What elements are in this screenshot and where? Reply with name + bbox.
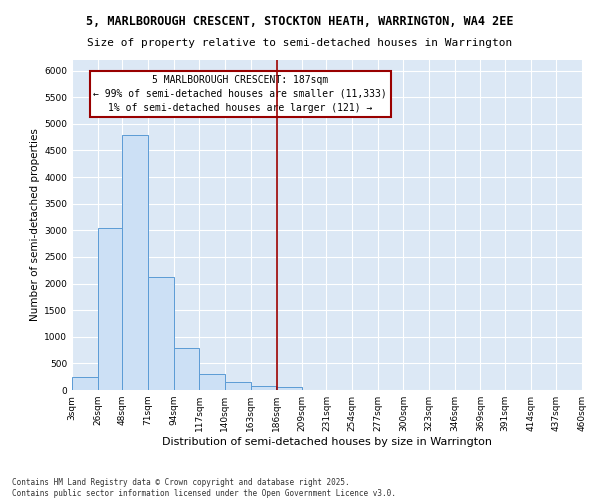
Text: Contains HM Land Registry data © Crown copyright and database right 2025.
Contai: Contains HM Land Registry data © Crown c… xyxy=(12,478,396,498)
Bar xyxy=(276,388,302,390)
Y-axis label: Number of semi-detached properties: Number of semi-detached properties xyxy=(30,128,40,322)
Bar xyxy=(72,376,98,390)
Text: 5 MARLBOROUGH CRESCENT: 187sqm
← 99% of semi-detached houses are smaller (11,333: 5 MARLBOROUGH CRESCENT: 187sqm ← 99% of … xyxy=(94,75,387,113)
Bar xyxy=(122,134,148,390)
Bar xyxy=(173,348,199,390)
Text: Size of property relative to semi-detached houses in Warrington: Size of property relative to semi-detach… xyxy=(88,38,512,48)
Bar xyxy=(225,382,251,390)
Bar xyxy=(148,276,173,390)
Bar xyxy=(98,228,122,390)
Text: 5, MARLBOROUGH CRESCENT, STOCKTON HEATH, WARRINGTON, WA4 2EE: 5, MARLBOROUGH CRESCENT, STOCKTON HEATH,… xyxy=(86,15,514,28)
X-axis label: Distribution of semi-detached houses by size in Warrington: Distribution of semi-detached houses by … xyxy=(162,437,492,447)
Bar xyxy=(199,374,225,390)
Bar xyxy=(251,386,276,390)
